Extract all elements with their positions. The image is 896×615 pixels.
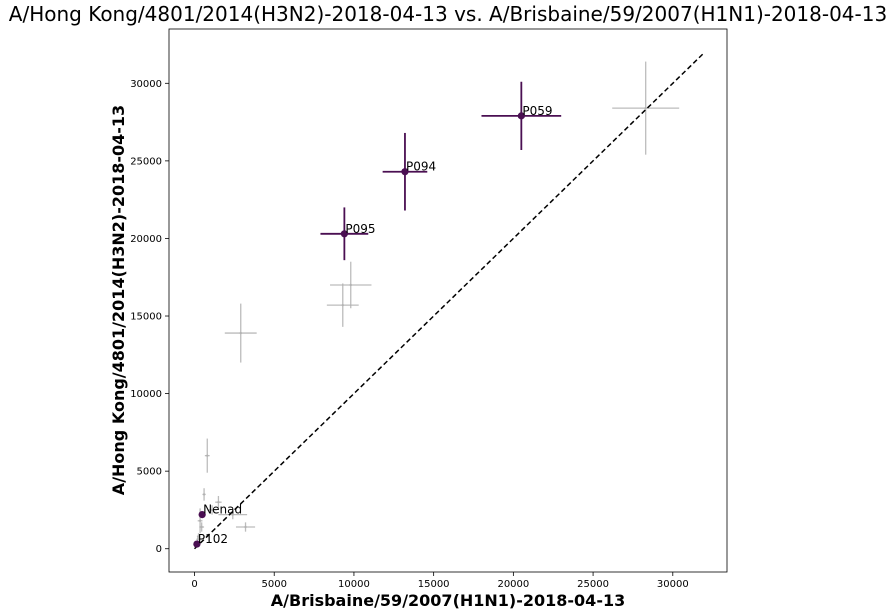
background-point	[200, 525, 203, 529]
y-tick-label: 25000	[130, 156, 162, 167]
chart-title: A/Hong Kong/4801/2014(H3N2)-2018-04-13 v…	[9, 2, 887, 26]
background-point	[244, 525, 247, 529]
point-label: P059	[522, 104, 552, 118]
background-point	[239, 331, 242, 335]
x-axis-label: A/Brisbaine/59/2007(H1N1)-2018-04-13	[271, 591, 625, 610]
y-tick-label: 30000	[130, 79, 162, 90]
point-label: P094	[406, 160, 436, 174]
background-point	[349, 283, 352, 287]
background-point	[217, 500, 220, 504]
y-tick-label: 15000	[130, 312, 162, 323]
highlight-point	[340, 230, 348, 238]
plot-frame	[168, 28, 728, 573]
highlight-point	[517, 112, 525, 120]
x-tick-label: 5000	[261, 579, 286, 590]
background-point	[196, 538, 199, 541]
background-point	[202, 493, 206, 496]
background-point	[206, 454, 209, 457]
x-tick-label: 15000	[418, 579, 450, 590]
reference-line	[193, 53, 704, 550]
y-axis-label: A/Hong Kong/4801/2014(H3N2)-2018-04-13	[109, 105, 128, 495]
x-tick-label: 30000	[657, 579, 689, 590]
highlight-point	[198, 510, 206, 519]
x-tick-label: 0	[191, 579, 197, 590]
x-tick-label: 10000	[338, 579, 370, 590]
x-tick-label: 25000	[577, 579, 609, 590]
y-tick-label: 0	[156, 544, 162, 555]
y-tick-label: 5000	[137, 467, 162, 478]
point-label: Nenad	[203, 503, 242, 517]
background-point	[341, 303, 344, 307]
background-point	[231, 513, 234, 516]
y-tick-label: 10000	[130, 389, 162, 400]
point-label: P095	[345, 222, 375, 236]
background-point	[198, 519, 202, 523]
x-tick-label: 20000	[497, 579, 529, 590]
highlight-point	[401, 168, 409, 176]
y-tick-label: 20000	[130, 234, 162, 245]
point-label: P102	[198, 532, 228, 546]
highlight-point	[193, 540, 201, 548]
background-point	[210, 508, 214, 512]
plot-area: 0 5000 10000 15000 20000 25000 30000 0 5000 10000…	[130, 28, 728, 590]
background-point	[197, 535, 200, 538]
background-point	[644, 106, 647, 110]
